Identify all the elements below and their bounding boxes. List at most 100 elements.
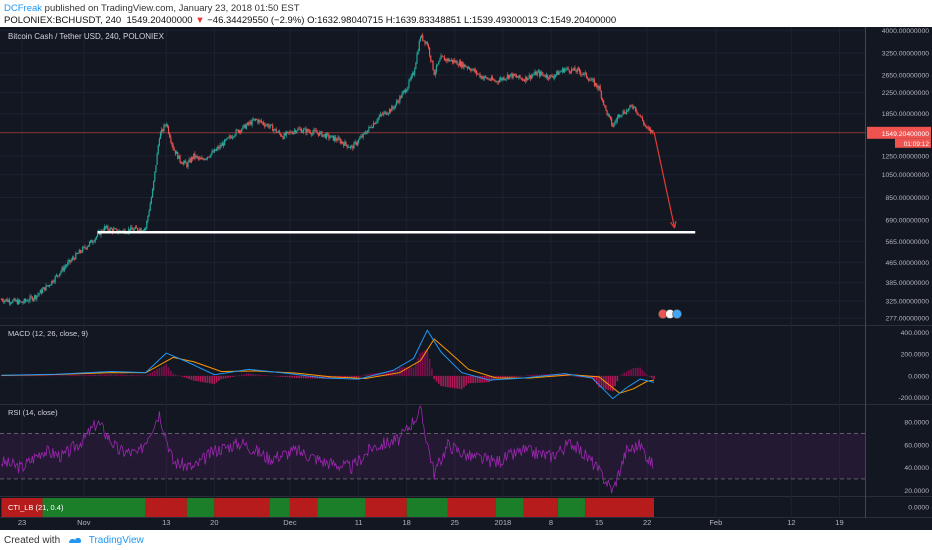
candle-body (194, 153, 196, 158)
candle-body (605, 105, 607, 111)
candle-body (338, 137, 340, 140)
chart-area[interactable]: 23 Nov 13 20 Dec 11 18 25 2018 8 15 22 Feb 12 19 4000.0… (0, 27, 932, 530)
price-tick-label: 1250.00000000 (882, 153, 929, 160)
candle-body (323, 134, 325, 135)
candle-body (606, 110, 608, 116)
candle-body (527, 78, 529, 80)
candle-body (562, 68, 565, 73)
candle-body (213, 149, 215, 153)
rsi-tick-label: 80.0000 (904, 420, 929, 427)
candle-body (46, 285, 48, 287)
candle-body (511, 73, 513, 78)
macd-histogram-bar (524, 375, 527, 377)
candle-body (371, 127, 373, 129)
macd-histogram-bar (12, 375, 14, 377)
candle-body (499, 78, 502, 80)
macd-histogram-bar (259, 374, 261, 377)
candle-body (401, 93, 403, 98)
macd-histogram-bar (85, 374, 87, 377)
candle-body (78, 250, 80, 254)
candle-body (54, 276, 56, 282)
candle-body (205, 158, 207, 160)
candle-body (233, 136, 235, 138)
candle-body (257, 119, 259, 123)
candle-body (230, 137, 233, 139)
macd-histogram-bar (621, 374, 623, 377)
macd-histogram-bar (344, 375, 346, 378)
macd-histogram-bar (282, 375, 284, 377)
candle-body (584, 72, 586, 74)
chart-title: Bitcoin Cash / Tether USD, 240, POLONIEX (8, 32, 165, 41)
macd-histogram-bar (121, 374, 124, 377)
candle-body (340, 141, 343, 144)
candle-body (398, 101, 400, 103)
candle-body (80, 251, 83, 253)
x-tick-label: 19 (835, 518, 843, 527)
cti-segment (406, 498, 448, 517)
macd-histogram-bar (540, 374, 543, 377)
macd-histogram-bar (144, 375, 147, 377)
candle-body (288, 131, 290, 133)
candle-body (385, 111, 387, 115)
last-price: 1549.20400000 (126, 15, 193, 26)
cti-segment (585, 498, 654, 517)
event-badge-icon[interactable] (672, 309, 682, 319)
candle-body (646, 127, 648, 128)
candle-body (467, 67, 470, 69)
candle-body (23, 299, 25, 303)
macd-histogram-bar (648, 375, 651, 377)
candle-body (48, 285, 51, 286)
candle-body (518, 75, 520, 78)
event-badges[interactable] (658, 309, 682, 319)
candle-body (303, 129, 305, 132)
candle-body (37, 294, 39, 296)
macd-histogram-bar (534, 374, 536, 377)
candle-body (31, 296, 33, 301)
candle-body (148, 210, 150, 216)
macd-histogram-bar (277, 375, 280, 377)
candle-body (307, 129, 309, 132)
candle-body (530, 75, 533, 79)
candle-body (573, 67, 575, 70)
macd-histogram-bar (89, 374, 92, 377)
candle-body (130, 227, 132, 232)
candle-body (425, 42, 427, 44)
candle-body (29, 296, 31, 301)
candle-body (250, 121, 252, 125)
macd-histogram-bar (302, 375, 305, 379)
cti-segments (1, 498, 654, 517)
candle-body (165, 124, 167, 126)
macd-histogram-bar (366, 373, 369, 377)
x-tick-label: 2018 (495, 518, 512, 527)
candle-body (411, 73, 414, 76)
candle-body (418, 40, 420, 52)
candle-body (267, 124, 269, 128)
candle-body (541, 72, 543, 75)
author-link[interactable]: DCFreak (4, 3, 43, 14)
candle-body (13, 298, 15, 301)
candle-body (45, 285, 47, 291)
macd-histogram-bar (449, 375, 452, 388)
candle-body (379, 114, 381, 117)
candle-body (42, 289, 44, 293)
macd-histogram-bar (437, 375, 440, 384)
candle-body (258, 120, 260, 123)
cti-segment (557, 498, 586, 517)
candle-body (448, 58, 450, 62)
candle-body (67, 262, 69, 266)
macd-histogram-bar (424, 350, 426, 377)
candle-body (362, 133, 364, 138)
tradingview-brand[interactable]: TradingView (88, 535, 144, 546)
candle-body (617, 114, 620, 118)
candle-body (471, 69, 473, 71)
candle-body (596, 83, 598, 87)
symbol-label: POLONIEX:BCHUSDT, 240 (4, 15, 122, 26)
price-change: −46.34429550 (−2.9%) (207, 15, 305, 26)
macd-histogram-bar (137, 375, 140, 377)
candle-body (636, 111, 638, 113)
macd-histogram-bar (595, 375, 598, 385)
candle-body (412, 73, 415, 75)
candle-body (320, 131, 322, 133)
candle-body (574, 67, 576, 71)
candle-body (110, 228, 112, 230)
